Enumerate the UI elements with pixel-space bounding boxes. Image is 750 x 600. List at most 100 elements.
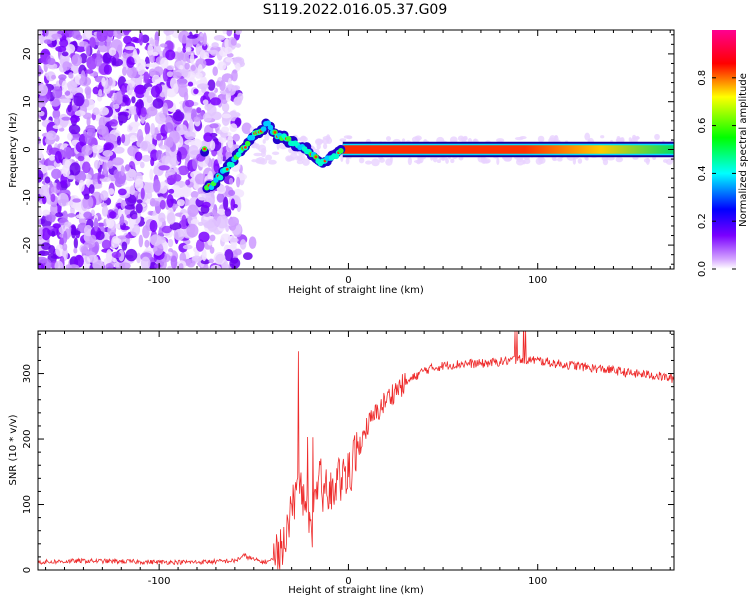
noise-blob <box>221 113 232 119</box>
noise-blob <box>187 81 194 87</box>
noise-blob <box>201 86 207 94</box>
noise-blob <box>224 249 234 262</box>
colorbar-tick-label: 0.0 <box>697 261 708 277</box>
noise-blob <box>43 39 53 45</box>
noise-blob <box>177 46 182 53</box>
noise-blob <box>83 224 93 237</box>
noise-blob <box>86 55 98 70</box>
noise-blob <box>216 192 225 203</box>
noise-blob <box>150 234 162 246</box>
snr-series-line <box>38 331 674 570</box>
snr-x-tick-label: 100 <box>528 576 547 587</box>
noise-blob <box>654 133 660 140</box>
noise-blob <box>207 218 218 232</box>
noise-blob <box>128 106 139 115</box>
noise-blob <box>176 78 188 86</box>
noise-blob <box>39 184 51 199</box>
noise-blob <box>173 228 185 241</box>
noise-blob <box>98 116 106 130</box>
noise-blob <box>209 234 216 242</box>
signal-band-core <box>342 145 674 154</box>
noise-blob <box>224 208 232 217</box>
noise-blob <box>138 31 144 46</box>
noise-blob <box>74 254 84 268</box>
noise-blob <box>55 212 64 218</box>
noise-blob <box>92 86 100 95</box>
noise-blob <box>135 203 143 214</box>
spectrogram-y-tick-label: 20 <box>22 48 33 61</box>
snr-x-axis-title: Height of straight line (km) <box>288 585 424 596</box>
snr-x-tick-label: 0 <box>345 576 351 587</box>
noise-blob <box>143 71 150 84</box>
noise-blob <box>83 211 93 219</box>
noise-blob <box>51 74 57 80</box>
noise-blob <box>185 131 191 137</box>
noise-blob <box>212 66 218 77</box>
noise-blob <box>54 260 64 269</box>
noise-blob <box>204 103 212 111</box>
noise-blob <box>126 56 135 68</box>
noise-blob <box>256 157 265 165</box>
noise-blob <box>101 77 106 87</box>
noise-blob <box>83 193 90 200</box>
noise-blob <box>251 159 258 163</box>
noise-blob <box>167 175 174 185</box>
noise-blob <box>260 151 266 158</box>
signal-track-core <box>217 174 224 181</box>
noise-blob <box>182 244 193 250</box>
noise-blob <box>113 103 120 109</box>
noise-blob <box>106 217 115 229</box>
noise-blob <box>194 173 207 185</box>
noise-blob <box>68 72 74 79</box>
noise-blob <box>185 47 192 52</box>
noise-blob <box>85 30 93 39</box>
noise-blob <box>79 76 92 87</box>
noise-blob <box>38 151 44 161</box>
noise-blob <box>665 158 673 165</box>
noise-blob <box>162 68 168 82</box>
noise-blob <box>109 119 118 127</box>
noise-blob <box>125 237 130 245</box>
noise-blob <box>215 80 221 87</box>
noise-blob <box>140 187 145 200</box>
noise-blob <box>577 158 583 164</box>
noise-blob <box>80 245 88 254</box>
noise-blob <box>165 49 176 61</box>
noise-blob <box>154 39 159 47</box>
noise-blob <box>106 30 115 38</box>
noise-blob <box>54 150 62 164</box>
noise-blob <box>105 249 113 263</box>
noise-blob <box>89 36 96 48</box>
noise-blob <box>67 104 72 113</box>
colorbar: 0.0 0.2 0.4 0.6 0.8 Normalized spectral ampl… <box>697 30 749 277</box>
noise-blob <box>209 140 216 151</box>
noise-blob <box>228 110 238 122</box>
noise-blob <box>149 168 154 181</box>
noise-blob <box>85 87 91 101</box>
noise-blob <box>190 37 199 45</box>
noise-blob <box>97 45 109 53</box>
noise-blob <box>144 122 151 135</box>
noise-blob <box>198 231 210 243</box>
noise-blob <box>207 49 218 55</box>
snr-x-tick-label: -100 <box>148 576 171 587</box>
noise-blob <box>152 51 159 57</box>
colorbar-tick-label: 0.8 <box>697 70 708 86</box>
noise-blob <box>101 205 109 217</box>
noise-blob <box>38 207 42 220</box>
signal-track-core <box>260 126 267 132</box>
noise-blob <box>108 188 115 195</box>
noise-blob <box>64 159 71 167</box>
noise-blob <box>178 30 191 44</box>
noise-blob <box>197 221 204 226</box>
noise-blob <box>149 200 161 207</box>
noise-blob <box>209 123 219 129</box>
noise-blob <box>140 256 151 269</box>
noise-blob <box>176 151 182 163</box>
noise-blob <box>161 155 170 165</box>
noise-blob <box>94 56 103 67</box>
noise-blob <box>450 158 455 164</box>
noise-blob <box>65 43 76 54</box>
noise-blob <box>124 46 136 51</box>
